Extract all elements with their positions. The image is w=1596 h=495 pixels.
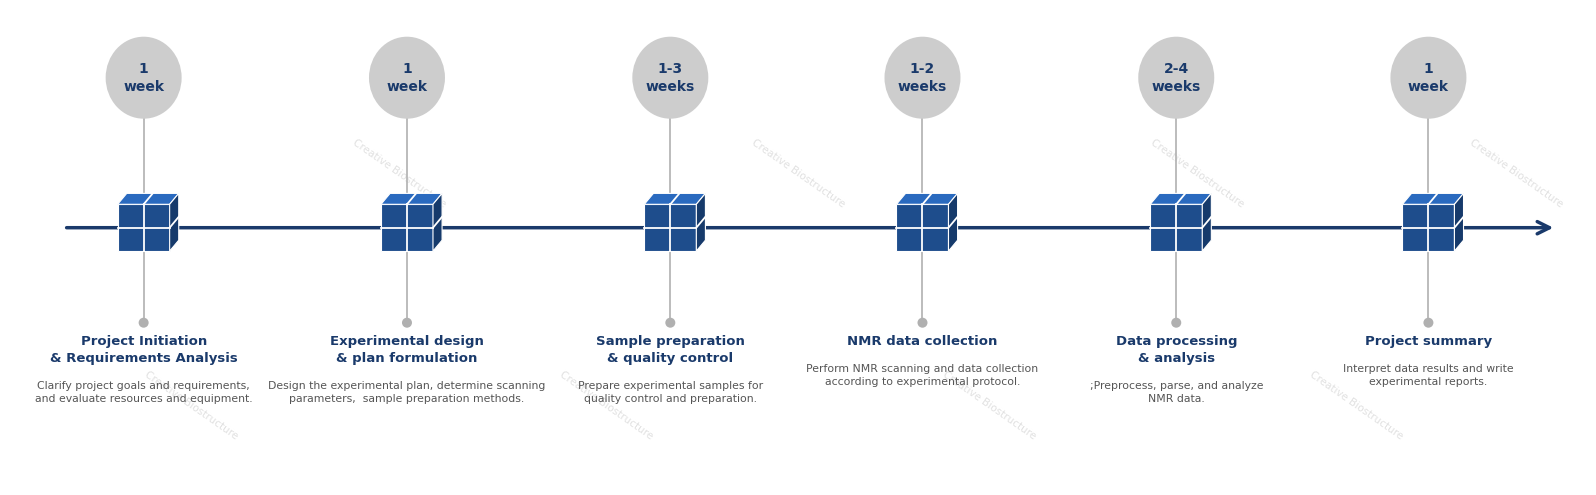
Polygon shape bbox=[696, 194, 705, 251]
Text: Creative Biostructure: Creative Biostructure bbox=[1468, 137, 1564, 209]
Text: Design the experimental plan, determine scanning
parameters,  sample preparation: Design the experimental plan, determine … bbox=[268, 381, 546, 404]
Circle shape bbox=[1171, 318, 1181, 328]
Polygon shape bbox=[1202, 194, 1211, 251]
Circle shape bbox=[666, 318, 675, 328]
Polygon shape bbox=[118, 194, 179, 204]
Text: Project summary: Project summary bbox=[1365, 335, 1492, 347]
Circle shape bbox=[402, 318, 412, 328]
Text: NMR data collection: NMR data collection bbox=[847, 335, 998, 347]
Text: 2-4
weeks: 2-4 weeks bbox=[1152, 62, 1200, 94]
Ellipse shape bbox=[632, 37, 709, 119]
Text: Interpret data results and write
experimental reports.: Interpret data results and write experim… bbox=[1344, 364, 1513, 387]
Polygon shape bbox=[948, 194, 958, 251]
Circle shape bbox=[139, 318, 148, 328]
Ellipse shape bbox=[884, 37, 961, 119]
Text: Creative Biostructure: Creative Biostructure bbox=[351, 137, 447, 209]
Polygon shape bbox=[1454, 194, 1464, 251]
Polygon shape bbox=[1403, 194, 1464, 204]
Text: Experimental design
& plan formulation: Experimental design & plan formulation bbox=[330, 335, 484, 365]
Polygon shape bbox=[897, 194, 958, 204]
Text: Creative Biostructure: Creative Biostructure bbox=[559, 370, 654, 442]
Text: 1
week: 1 week bbox=[386, 62, 428, 94]
Text: 1
week: 1 week bbox=[123, 62, 164, 94]
Polygon shape bbox=[118, 204, 169, 251]
Text: ;Preprocess, parse, and analyze
NMR data.: ;Preprocess, parse, and analyze NMR data… bbox=[1090, 381, 1262, 404]
Polygon shape bbox=[645, 204, 696, 251]
Text: Creative Biostructure: Creative Biostructure bbox=[750, 137, 846, 209]
Polygon shape bbox=[433, 194, 442, 251]
Ellipse shape bbox=[1390, 37, 1467, 119]
Text: Creative Biostructure: Creative Biostructure bbox=[1309, 370, 1404, 442]
Text: Perform NMR scanning and data collection
according to experimental protocol.: Perform NMR scanning and data collection… bbox=[806, 364, 1039, 387]
Polygon shape bbox=[897, 204, 948, 251]
Polygon shape bbox=[381, 204, 433, 251]
Polygon shape bbox=[1151, 194, 1211, 204]
Text: 1-2
weeks: 1-2 weeks bbox=[899, 62, 946, 94]
Text: 1
week: 1 week bbox=[1408, 62, 1449, 94]
Ellipse shape bbox=[1138, 37, 1215, 119]
Text: Creative Biostructure: Creative Biostructure bbox=[144, 370, 239, 442]
Polygon shape bbox=[1151, 204, 1202, 251]
Text: Prepare experimental samples for
quality control and preparation.: Prepare experimental samples for quality… bbox=[578, 381, 763, 404]
Polygon shape bbox=[1403, 204, 1454, 251]
Polygon shape bbox=[645, 194, 705, 204]
Polygon shape bbox=[381, 194, 442, 204]
Text: Creative Biostructure: Creative Biostructure bbox=[942, 370, 1037, 442]
Text: Sample preparation
& quality control: Sample preparation & quality control bbox=[595, 335, 745, 365]
Text: Project Initiation
& Requirements Analysis: Project Initiation & Requirements Analys… bbox=[49, 335, 238, 365]
Text: 1-3
weeks: 1-3 weeks bbox=[646, 62, 694, 94]
Polygon shape bbox=[169, 194, 179, 251]
Text: Clarify project goals and requirements,
and evaluate resources and equipment.: Clarify project goals and requirements, … bbox=[35, 381, 252, 404]
Circle shape bbox=[918, 318, 927, 328]
Ellipse shape bbox=[369, 37, 445, 119]
Ellipse shape bbox=[105, 37, 182, 119]
Circle shape bbox=[1424, 318, 1433, 328]
Text: Data processing
& analysis: Data processing & analysis bbox=[1116, 335, 1237, 365]
Text: Creative Biostructure: Creative Biostructure bbox=[1149, 137, 1245, 209]
